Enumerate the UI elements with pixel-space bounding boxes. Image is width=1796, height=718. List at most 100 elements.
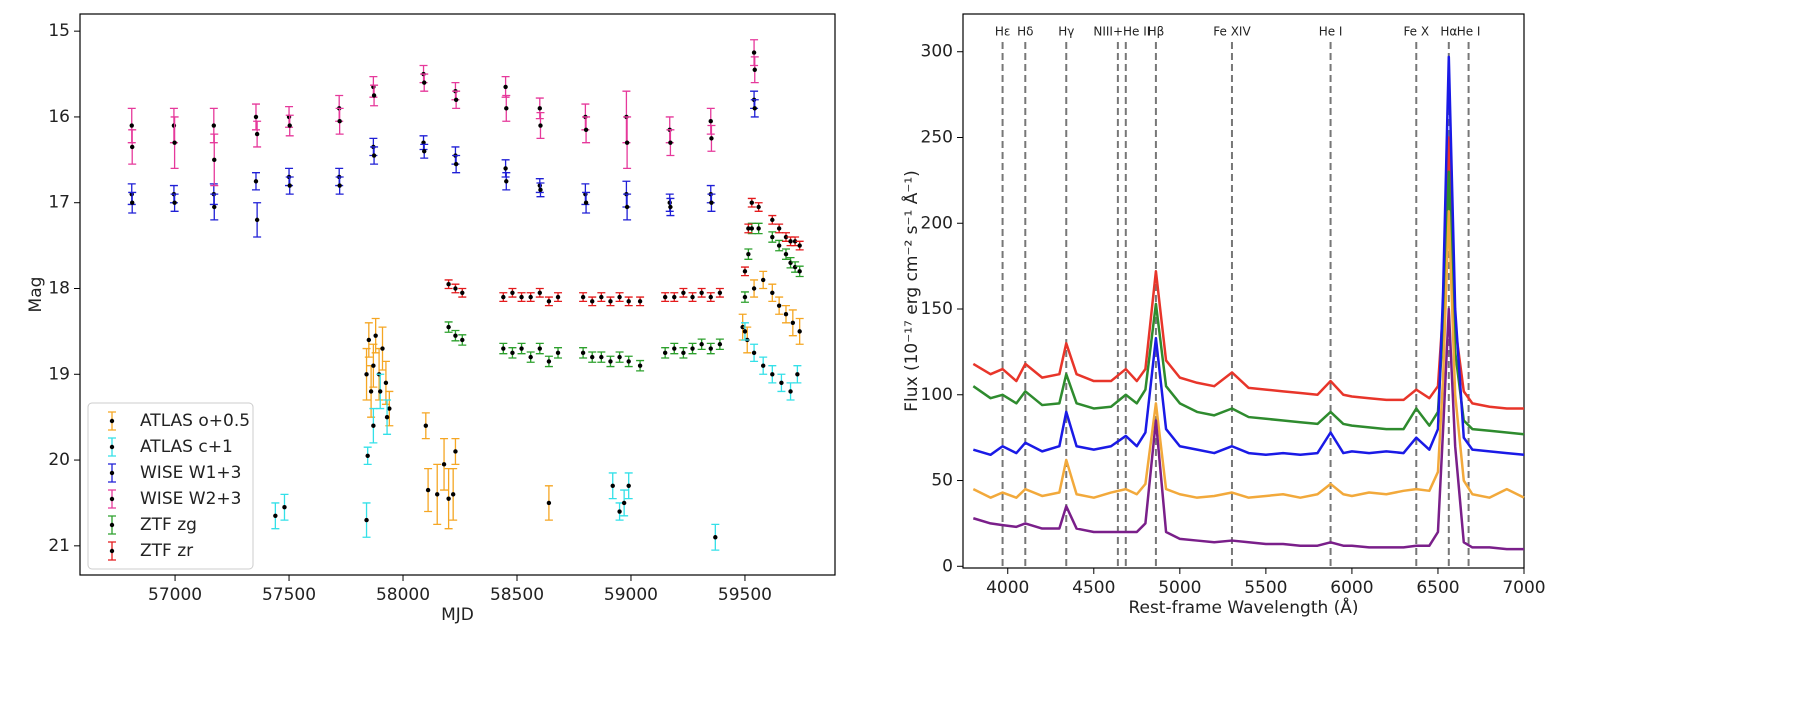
data-point — [770, 372, 775, 377]
data-point — [746, 251, 751, 257]
data-point — [617, 294, 622, 300]
data-point — [130, 144, 135, 150]
line-label: Hβ — [1148, 25, 1165, 39]
data-point — [788, 239, 793, 244]
data-point — [501, 294, 506, 300]
legend-dot — [109, 522, 115, 528]
data-point — [790, 320, 796, 326]
data-point — [624, 140, 630, 145]
data-point — [537, 183, 542, 188]
data-point — [253, 114, 259, 120]
data-point — [668, 140, 673, 145]
data-point — [742, 269, 748, 274]
data-point — [460, 337, 465, 343]
x-tick-label: 6500 — [1416, 578, 1459, 598]
data-point — [453, 286, 458, 291]
y-tick-label: 20 — [48, 450, 70, 470]
data-point — [528, 354, 533, 360]
data-point — [435, 492, 440, 497]
data-point — [364, 517, 369, 523]
data-point — [546, 359, 552, 364]
data-point — [253, 179, 259, 184]
data-point — [617, 509, 622, 514]
data-point — [752, 67, 757, 72]
data-point — [368, 389, 374, 394]
data-point — [441, 462, 447, 467]
data-point — [709, 136, 714, 141]
data-point — [590, 354, 595, 360]
data-point — [608, 299, 613, 304]
data-point — [501, 346, 506, 351]
data-point — [797, 243, 802, 248]
data-point — [580, 350, 586, 356]
data-point — [583, 200, 589, 205]
line-label: He I — [1319, 25, 1343, 39]
data-point — [760, 363, 766, 368]
legend-label: ZTF zg — [140, 515, 197, 535]
data-point — [580, 294, 586, 300]
legend-dot — [109, 548, 115, 554]
data-point — [546, 500, 552, 506]
data-point — [371, 363, 376, 368]
data-point — [583, 127, 589, 133]
x-tick-label: 59000 — [604, 585, 658, 605]
data-point — [699, 342, 704, 347]
line-label: Hα — [1440, 25, 1457, 39]
data-point — [504, 179, 509, 184]
data-point — [690, 294, 695, 300]
y-tick-label: 150 — [921, 299, 953, 319]
data-point — [779, 380, 784, 386]
x-tick-label: 4500 — [1072, 578, 1115, 598]
data-point — [366, 337, 372, 343]
data-point — [742, 294, 748, 300]
data-point — [740, 324, 745, 330]
y-tick-label: 250 — [921, 127, 953, 147]
data-point — [510, 290, 515, 295]
y-tick-label: 18 — [48, 278, 70, 298]
legend-label: ZTF zr — [140, 541, 193, 561]
y-tick-label: 19 — [48, 364, 70, 384]
data-point — [446, 496, 451, 501]
data-point — [172, 200, 177, 205]
data-point — [626, 483, 631, 488]
data-point — [792, 264, 798, 270]
data-point — [503, 166, 508, 171]
data-point — [795, 372, 800, 377]
y-tick-label: 16 — [48, 107, 70, 127]
data-point — [373, 333, 378, 338]
data-point — [537, 346, 542, 351]
data-point — [672, 346, 677, 351]
data-point — [273, 513, 278, 519]
data-point — [690, 346, 695, 351]
data-point — [378, 389, 383, 394]
data-point — [708, 119, 713, 124]
spectrum-line — [972, 307, 1524, 551]
y-tick-label: 21 — [48, 536, 70, 556]
spectrum-line — [972, 55, 1525, 457]
data-point — [770, 217, 775, 223]
data-point — [371, 153, 377, 158]
data-point — [453, 449, 458, 454]
y-axis-label: Flux (10⁻¹⁷ erg cm⁻² s⁻¹ Å⁻¹) — [900, 170, 922, 412]
line-label: NIII+He II — [1093, 25, 1150, 39]
data-point — [708, 346, 713, 351]
data-point — [537, 290, 542, 295]
plot-area — [962, 13, 1525, 569]
data-point — [130, 200, 135, 205]
data-point — [681, 350, 686, 356]
legend-dot — [109, 496, 115, 502]
data-point — [626, 299, 631, 304]
data-point — [371, 423, 376, 428]
data-point — [746, 226, 751, 231]
data-point — [770, 290, 775, 295]
x-tick-label: 7000 — [1502, 578, 1545, 598]
data-point — [254, 217, 260, 223]
data-point — [287, 123, 292, 128]
data-point — [797, 329, 802, 334]
data-point — [752, 106, 757, 111]
data-point — [371, 93, 377, 98]
data-point — [555, 350, 561, 356]
y-tick-label: 50 — [931, 471, 953, 491]
x-tick-label: 4000 — [986, 578, 1029, 598]
